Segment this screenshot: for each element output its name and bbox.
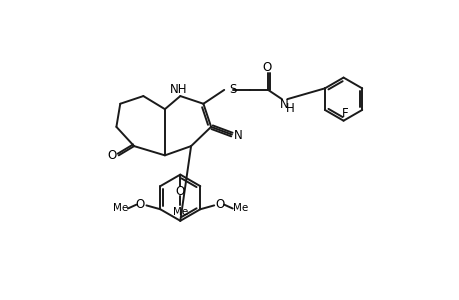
Text: Me: Me xyxy=(112,203,128,214)
Text: H: H xyxy=(285,102,294,115)
Text: S: S xyxy=(228,82,235,96)
Text: O: O xyxy=(107,149,116,162)
Text: NH: NH xyxy=(170,83,187,96)
Text: O: O xyxy=(215,198,224,211)
Text: Me: Me xyxy=(172,207,188,217)
Text: N: N xyxy=(233,129,242,142)
Text: O: O xyxy=(135,198,145,211)
Text: O: O xyxy=(175,185,185,198)
Text: Me: Me xyxy=(232,203,247,214)
Text: F: F xyxy=(341,107,347,120)
Text: O: O xyxy=(262,61,271,74)
Text: N: N xyxy=(279,98,288,111)
